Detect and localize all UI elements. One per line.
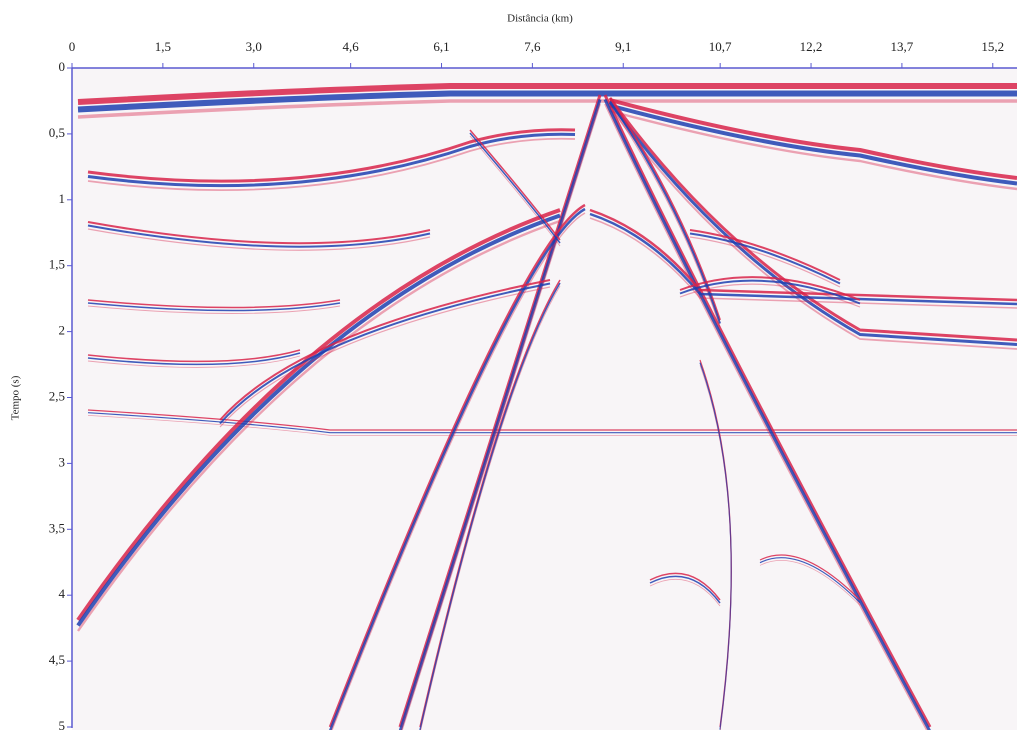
wavefront: [604, 103, 928, 730]
x-tick-label: 7,6: [524, 39, 541, 54]
wavefront: [649, 578, 721, 607]
wavefront: [219, 286, 551, 428]
wavefront: [77, 83, 1017, 105]
wavefront: [420, 285, 561, 730]
wavefront: [689, 232, 841, 285]
wavefront: [689, 236, 841, 288]
wavefront: [699, 365, 732, 730]
y-tick-label: 3: [59, 454, 66, 469]
y-tick-label: 4: [59, 586, 66, 601]
wavefront: [603, 98, 931, 730]
seismic-events: [76, 83, 1017, 730]
wavefront: [759, 557, 861, 604]
wavefront: [469, 132, 561, 244]
wavefront: [77, 219, 561, 632]
y-tick-label: 2,5: [49, 388, 65, 403]
wavefront: [87, 355, 301, 368]
wavefront: [87, 302, 341, 312]
wavefront: [87, 299, 341, 309]
wavefront: [609, 98, 1017, 180]
wavefront: [398, 99, 602, 730]
y-tick-label: 1,5: [49, 257, 65, 272]
y-tick-label: 0: [59, 59, 66, 74]
x-tick-label: 9,1: [615, 39, 631, 54]
wavefront: [77, 90, 1017, 113]
x-tick-label: 3,0: [246, 39, 262, 54]
y-axis-title: Tempo (s): [10, 375, 22, 420]
wavefront: [679, 279, 861, 305]
y-tick-label: 0,5: [49, 125, 65, 140]
x-tick-label: 0: [69, 39, 76, 54]
wavefront: [87, 228, 431, 251]
x-tick-label: 4,6: [343, 39, 360, 54]
y-tick-label: 2: [59, 323, 66, 338]
wavefront: [469, 129, 561, 241]
wavefront: [331, 212, 586, 730]
wavefront: [649, 572, 721, 601]
wavefront: [328, 203, 586, 728]
plot-area: [72, 68, 1017, 730]
wavefront: [469, 135, 561, 247]
wavefront: [87, 224, 431, 248]
wavefront: [609, 109, 1017, 191]
wavefront: [87, 132, 576, 188]
x-tick-label: 10,7: [709, 39, 732, 54]
wavefront: [609, 103, 1017, 186]
wavefront: [689, 229, 841, 281]
wavefront: [759, 554, 861, 601]
wavefront: [679, 283, 861, 308]
wavefront: [87, 137, 576, 191]
wavefront: [87, 221, 431, 245]
y-tick-label: 5: [59, 718, 66, 730]
wavefront: [400, 103, 601, 730]
wavefront: [87, 305, 341, 314]
wavefront: [87, 349, 301, 363]
x-tick-label: 15,2: [981, 39, 1004, 54]
x-axis-title: Distância (km): [507, 13, 573, 25]
wavefront: [699, 362, 732, 730]
wavefront: [87, 352, 301, 366]
wavefront: [219, 282, 551, 425]
wavefront: [759, 560, 861, 606]
wavefront: [329, 207, 586, 730]
x-tick-label: 13,7: [891, 39, 914, 54]
wavefront: [76, 213, 561, 627]
y-tick-label: 4,5: [49, 652, 65, 667]
wavefront: [589, 217, 1017, 309]
wavefront: [603, 94, 932, 728]
wavefront: [77, 99, 1017, 119]
y-tick-label: 3,5: [49, 520, 65, 535]
wavefront: [219, 279, 551, 421]
wavefront: [76, 208, 561, 622]
wavefront: [649, 575, 721, 604]
wavefront: [679, 276, 861, 301]
wavefront: [87, 128, 576, 183]
x-tick-label: 12,2: [800, 39, 823, 54]
wavefront: [419, 282, 561, 730]
x-tick-label: 6,1: [433, 39, 449, 54]
wavefront: [87, 409, 1017, 431]
wavefront: [609, 104, 721, 328]
y-tick-label: 1: [59, 191, 66, 206]
x-tick-label: 1,5: [155, 39, 171, 54]
